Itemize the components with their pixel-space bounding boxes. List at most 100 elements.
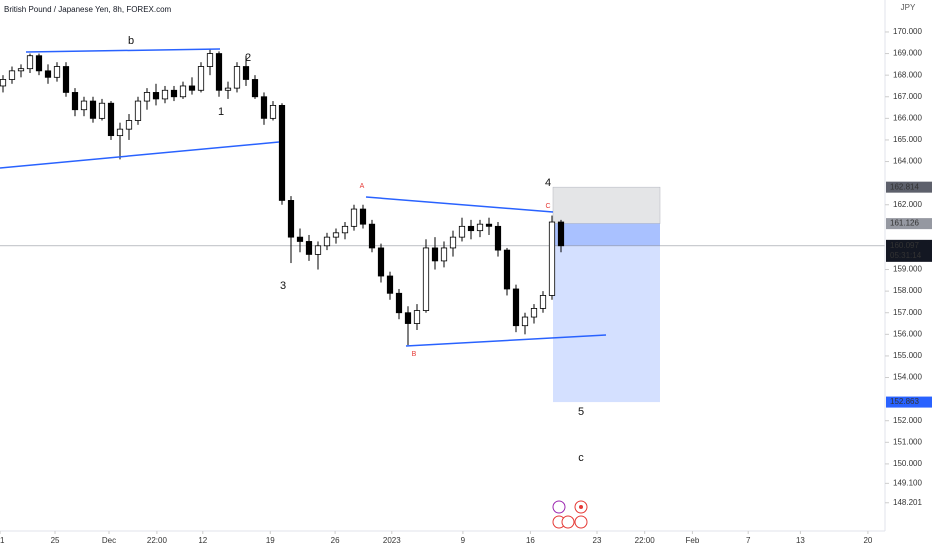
y-tick-label: 169.000 (893, 49, 922, 58)
y-tick-label: 158.000 (893, 286, 922, 295)
entry-band (553, 223, 660, 246)
x-tick-label: 26 (331, 536, 340, 545)
y-tick-label: 156.000 (893, 329, 922, 338)
y-tick-label: 151.000 (893, 437, 922, 446)
wave-label: c (578, 452, 584, 464)
x-tick-label: 9 (461, 536, 466, 545)
y-tick-label: 166.000 (893, 113, 922, 122)
y-tick-label: 165.000 (893, 135, 922, 144)
candle-body (557, 221, 565, 247)
candle-body (305, 241, 313, 255)
event-icon (574, 515, 588, 529)
x-tick-label: 23 (593, 536, 602, 545)
y-tick-label: 168.000 (893, 70, 922, 79)
event-icon (552, 500, 566, 514)
event-icon (579, 505, 583, 509)
candle-body (197, 66, 205, 91)
price-label: 161.126 (890, 219, 919, 228)
wave-label: b (128, 35, 134, 47)
trend-line (0, 141, 280, 169)
price-label: 152.863 (890, 397, 919, 406)
candle-body (341, 225, 349, 234)
candle-body (269, 104, 277, 119)
candle-body (512, 288, 520, 327)
candle-body (161, 89, 169, 100)
target-zone (553, 223, 660, 403)
candle-body (215, 53, 223, 91)
candle-body (359, 208, 367, 225)
candle-body (53, 66, 61, 78)
wave-label: 5 (578, 406, 584, 418)
candle-body (395, 292, 403, 314)
candle-body (494, 225, 502, 251)
candle-body (413, 310, 421, 324)
y-tick-label: 167.000 (893, 92, 922, 101)
price-label-bg (886, 396, 932, 408)
candle-body (350, 208, 358, 227)
candle-body (422, 247, 430, 311)
candle-body (539, 295, 547, 309)
x-tick-label: 20 (863, 536, 872, 545)
x-tick-label: 25 (51, 536, 60, 545)
y-tick-label: 152.000 (893, 416, 922, 425)
candle-body (98, 102, 106, 119)
candle-body (458, 225, 466, 238)
candle-body (71, 92, 79, 111)
y-tick-label: 159.000 (893, 265, 922, 274)
x-tick-label: 2023 (383, 536, 401, 545)
candle-body (242, 66, 250, 80)
candle-body (386, 275, 394, 294)
candle-body (80, 100, 88, 111)
price-label-bg (886, 239, 932, 262)
candle-body (449, 236, 457, 249)
wave-label: 3 (280, 280, 286, 292)
price-label: 160.097 (890, 241, 919, 250)
y-tick-label: 164.000 (893, 157, 922, 166)
price-label-bg (886, 218, 932, 230)
trend-lines (0, 48, 607, 347)
candle-body (26, 55, 34, 70)
wave-label: 2 (245, 52, 251, 64)
y-tick-label: 157.000 (893, 308, 922, 317)
y-tick-label: 150.000 (893, 459, 922, 468)
candle-body (233, 66, 241, 89)
event-icons (552, 500, 588, 529)
wave-label: 4 (545, 177, 551, 189)
candle-body (179, 85, 187, 98)
candle-body (251, 79, 259, 98)
candle-body (377, 247, 385, 277)
candle-body (62, 66, 70, 93)
candle-body (296, 236, 304, 242)
price-label: 162.814 (890, 182, 919, 191)
candle-body (116, 128, 124, 137)
candle-body (260, 96, 268, 119)
x-tick-label: 7 (746, 536, 751, 545)
x-tick-label: 16 (526, 536, 535, 545)
trend-line (365, 196, 554, 213)
event-icon (561, 515, 575, 529)
candle-body (0, 79, 7, 87)
candle-body (134, 100, 142, 121)
x-tick-label: 22:00 (635, 536, 656, 545)
x-tick-label: 12 (198, 536, 207, 545)
x-tick-label: Dec (102, 536, 116, 545)
x-tick-label: 22:00 (147, 536, 168, 545)
candle-body (17, 68, 25, 72)
chart-title: British Pound / Japanese Yen, 8h, FOREX.… (4, 5, 172, 14)
x-tick-label: Feb (686, 536, 700, 545)
y-tick-label: 149.100 (893, 478, 922, 487)
candle-body (548, 221, 556, 296)
candle-body (224, 87, 232, 91)
candle-body (440, 247, 448, 262)
y-tick-label: 154.000 (893, 373, 922, 382)
candle-body (476, 223, 484, 232)
candle-body (503, 249, 511, 290)
candle-body (368, 223, 376, 249)
candle-body (89, 100, 97, 119)
candle-body (107, 102, 115, 137)
candle-body (206, 53, 214, 67)
candle-body (332, 232, 340, 238)
candle-body (431, 247, 439, 262)
